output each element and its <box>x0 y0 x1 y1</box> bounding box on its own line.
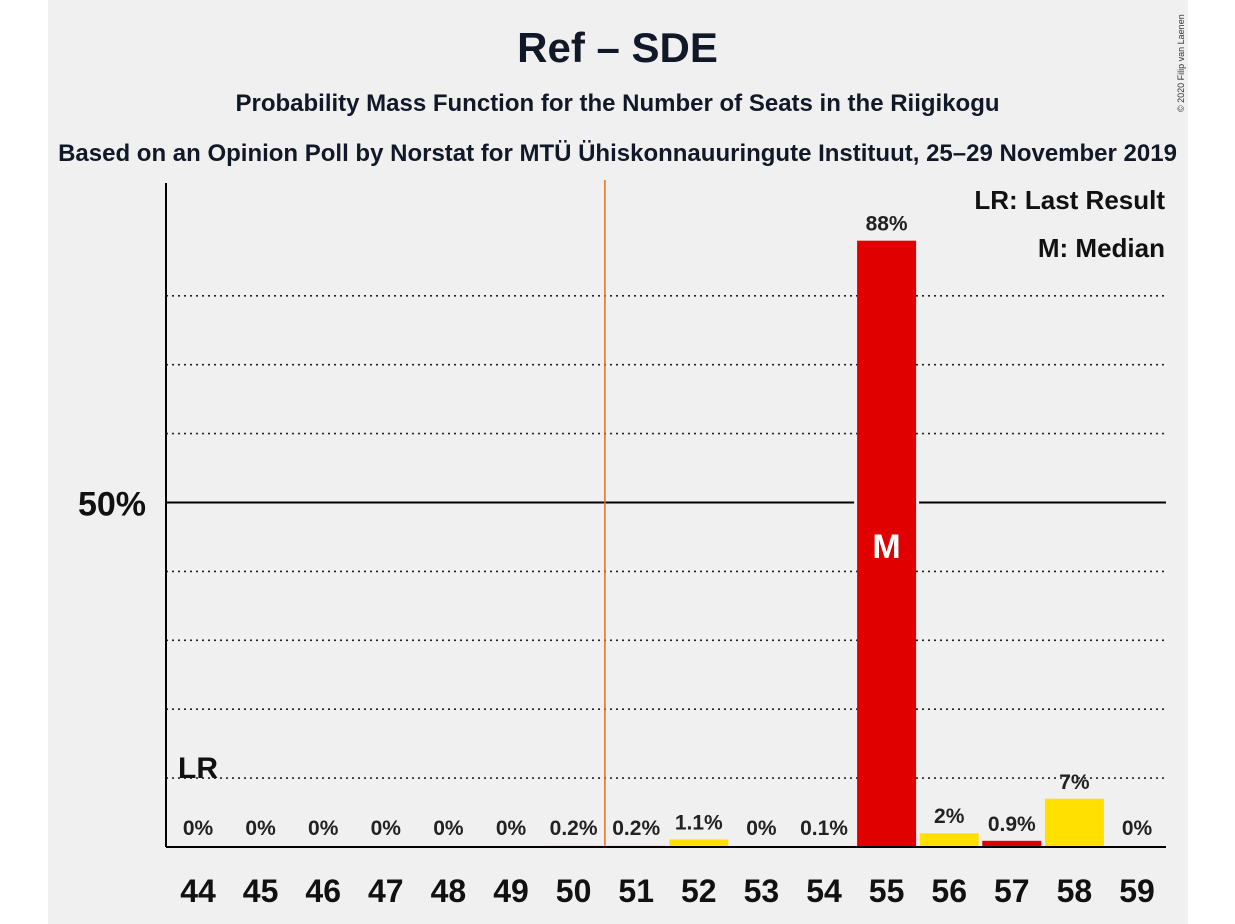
x-tick-label: 55 <box>869 873 905 909</box>
bar <box>919 833 979 847</box>
median-gap-right <box>916 500 920 505</box>
chart-title: Ref – SDE <box>517 24 718 71</box>
data-label: 0% <box>746 817 777 840</box>
data-label: 0% <box>183 817 214 840</box>
x-tick-label: 53 <box>744 873 780 909</box>
x-tick-label: 59 <box>1119 873 1155 909</box>
axes: 50% 44 45 46 47 48 49 50 51 52 53 54 55 56 57 58 59 <box>78 183 1166 909</box>
chart-subtitle: Probability Mass Function for the Number… <box>235 90 1000 117</box>
data-label: 0.1% <box>800 817 848 840</box>
x-tick-label: 54 <box>806 873 842 909</box>
data-label: 7% <box>1059 771 1090 794</box>
chart-source-subtitle: Based on an Opinion Poll by Norstat for … <box>58 140 1177 167</box>
last-result-marker: LR <box>178 752 218 785</box>
chart-background <box>48 0 1188 924</box>
x-tick-label: 58 <box>1057 873 1093 909</box>
data-label: 0.2% <box>612 817 660 840</box>
x-tick-label: 49 <box>493 873 529 909</box>
data-label: 0.2% <box>550 817 598 840</box>
data-label: 88% <box>866 213 908 236</box>
y-tick-label: 50% <box>78 486 146 524</box>
data-label: 0% <box>1122 817 1153 840</box>
data-label: 0% <box>496 817 527 840</box>
x-tick-label: 46 <box>305 873 341 909</box>
data-label: 2% <box>934 805 965 828</box>
x-tick-label: 47 <box>368 873 404 909</box>
median-marker: M <box>872 528 900 566</box>
data-labels: 0% 0% 0% 0% 0% 0% 0.2% 0.2% 1.1% 0% 0.1% 88% 2% 0.9% 7… <box>178 213 1152 840</box>
bar <box>1044 798 1104 847</box>
x-tick-label: 45 <box>243 873 279 909</box>
data-label: 0% <box>371 817 402 840</box>
data-label: 0% <box>433 817 464 840</box>
bar <box>669 839 729 847</box>
data-label: 0% <box>245 817 276 840</box>
x-tick-label: 57 <box>994 873 1030 909</box>
data-label: 1.1% <box>675 811 723 834</box>
data-label: 0.9% <box>988 813 1036 836</box>
x-tick-label: 56 <box>931 873 967 909</box>
legend-last-result: LR: Last Result <box>974 185 1165 215</box>
x-tick-label: 48 <box>431 873 467 909</box>
bar <box>982 840 1042 847</box>
x-tick-label: 44 <box>180 873 216 909</box>
x-tick-label: 50 <box>556 873 592 909</box>
bar <box>857 240 917 847</box>
gridlines <box>166 180 1166 847</box>
median-gap-left <box>854 500 858 505</box>
x-tick-label: 51 <box>618 873 654 909</box>
bars <box>544 240 1104 847</box>
data-label: 0% <box>308 817 339 840</box>
legend-median: M: Median <box>1038 233 1165 263</box>
x-tick-label: 52 <box>681 873 717 909</box>
